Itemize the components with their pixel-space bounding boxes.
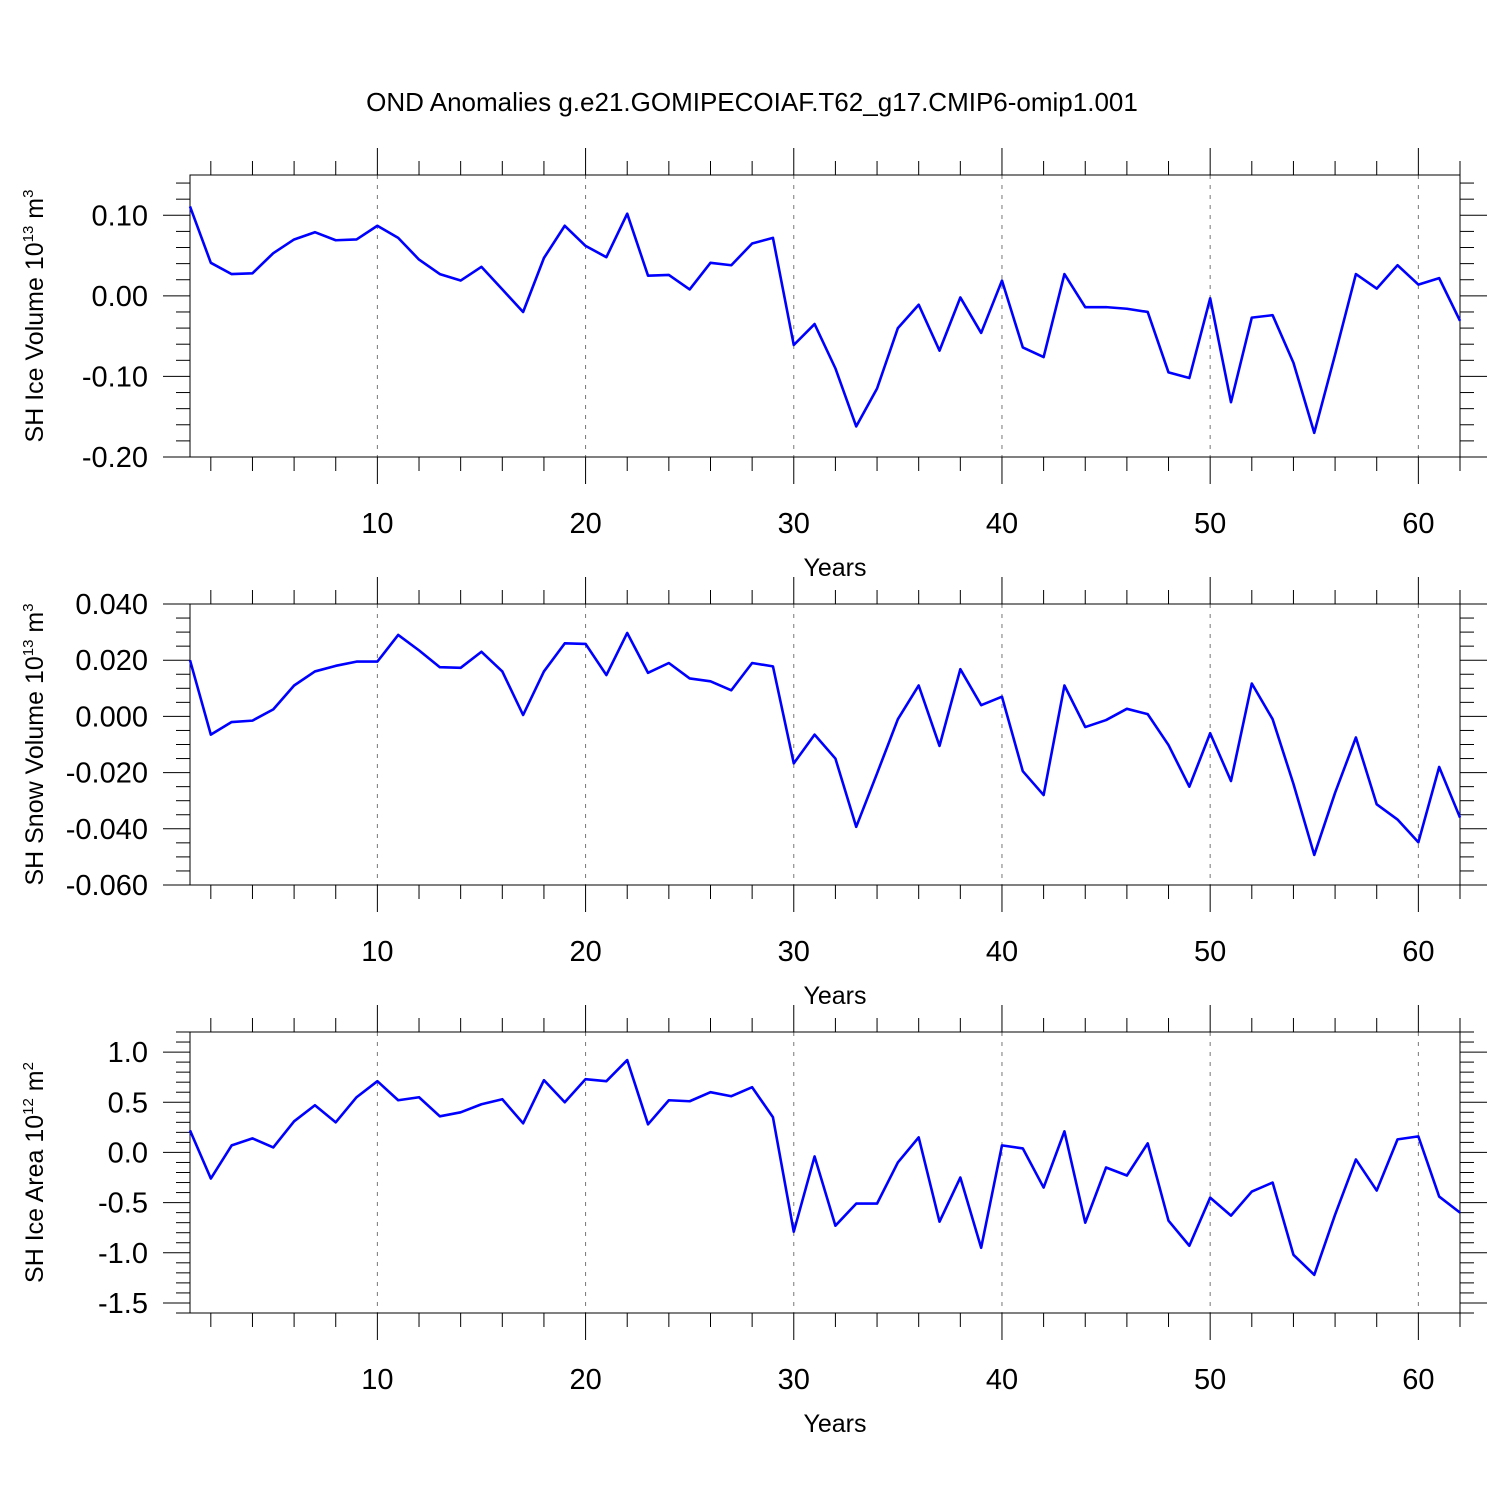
y-tick-label: -0.20 (82, 442, 148, 474)
x-tick-label: 20 (569, 936, 601, 968)
y-axis-label-text: SH Snow Volume 10 (21, 656, 49, 885)
x-tick-label: 10 (361, 936, 393, 968)
y-axis-label-superscript: 3 (20, 190, 37, 198)
y-tick-label: 1.0 (108, 1037, 148, 1069)
y-tick-label: 0.000 (75, 701, 148, 733)
y-tick-label: 0.0 (108, 1137, 148, 1169)
x-tick-label: 50 (1194, 936, 1226, 968)
y-tick-label: -0.040 (66, 814, 148, 846)
x-axis-label: Years (803, 554, 866, 582)
y-axis-label-superscript: 12 (20, 1098, 37, 1115)
x-tick-label: 40 (986, 508, 1018, 540)
x-tick-label: 20 (569, 508, 601, 540)
x-tick-label: 30 (778, 936, 810, 968)
y-axis-label: SH Ice Volume 1013 m3 (20, 190, 49, 443)
y-tick-label: -0.060 (66, 870, 148, 902)
x-tick-label: 10 (361, 508, 393, 540)
y-tick-label: 0.5 (108, 1087, 148, 1119)
x-axis-label: Years (803, 982, 866, 1010)
x-tick-label: 20 (569, 1364, 601, 1396)
y-axis-label-text: SH Ice Area 10 (21, 1115, 49, 1283)
x-tick-label: 60 (1402, 508, 1434, 540)
y-axis-label-text: m (21, 612, 49, 640)
x-tick-label: 50 (1194, 1364, 1226, 1396)
y-tick-label: -1.5 (98, 1288, 148, 1320)
y-tick-label: -1.0 (98, 1238, 148, 1270)
series-line-sh-ice-volume (188, 205, 1462, 435)
y-tick-label: 0.00 (92, 281, 148, 313)
panel-sh-ice-area: 10 20 30 40 50 60 -1.5 -1.0 -0.5 0.0 0.5 1.0 Years SH… (20, 1005, 1487, 1438)
y-axis-label-superscript: 3 (20, 603, 37, 611)
series-line-sh-ice-area (188, 1058, 1461, 1277)
y-axis-label-text: SH Ice Volume 10 (21, 242, 49, 442)
y-axis-label: SH Snow Volume 1013 m3 (20, 603, 49, 885)
y-axis-label-text: m (21, 1070, 49, 1098)
panel-sh-ice-volume: 10 20 30 40 50 60 -0.20 -0.10 0.00 0.10 Years SH Ic… (20, 148, 1487, 582)
y-tick-label: 0.040 (75, 589, 148, 621)
x-tick-label: 30 (778, 508, 810, 540)
x-tick-label: 50 (1194, 508, 1226, 540)
y-tick-label: 0.10 (92, 200, 148, 232)
panel-sh-snow-volume: 10 20 30 40 50 60 -0.060 -0.040 -0.020 0.000 0.020… (20, 577, 1487, 1010)
x-tick-label: 40 (986, 1364, 1018, 1396)
x-axis-label: Years (803, 1410, 866, 1438)
y-tick-label: -0.020 (66, 758, 148, 790)
y-tick-label: -0.10 (82, 361, 148, 393)
x-tick-label: 60 (1402, 1364, 1434, 1396)
y-axis-label-superscript: 13 (20, 226, 37, 243)
x-tick-label: 40 (986, 936, 1018, 968)
y-axis-label-superscript: 13 (20, 640, 37, 657)
y-axis-label-superscript: 2 (20, 1062, 37, 1070)
plot-frame (189, 174, 1461, 458)
x-tick-label: 60 (1402, 936, 1434, 968)
series-line-sh-snow-volume (188, 631, 1462, 857)
chart-title: OND Anomalies g.e21.GOMIPECOIAF.T62_g17.… (366, 87, 1138, 117)
y-axis-label-text: m (21, 198, 49, 226)
y-tick-label: 0.020 (75, 645, 148, 677)
x-tick-label: 30 (778, 1364, 810, 1396)
y-tick-label: -0.5 (98, 1188, 148, 1220)
y-axis-label: SH Ice Area 1012 m2 (20, 1062, 49, 1283)
x-tick-label: 10 (361, 1364, 393, 1396)
